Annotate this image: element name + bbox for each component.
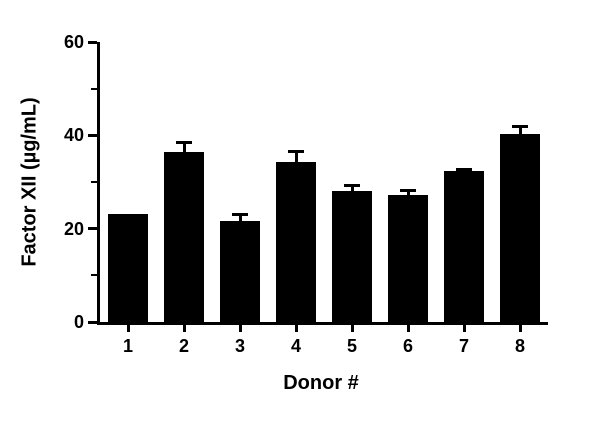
y-minor-tick <box>91 274 97 277</box>
y-tick-label: 0 <box>73 312 84 332</box>
x-category-label: 6 <box>402 336 413 356</box>
error-bar-cap <box>232 213 248 217</box>
x-axis-title: Donor # <box>283 372 359 394</box>
y-major-tick <box>88 133 97 137</box>
y-major-tick <box>88 227 97 231</box>
y-major-tick <box>88 40 97 44</box>
y-axis-title: Factor XII (µg/mL) <box>18 97 41 267</box>
error-bar-cap <box>400 189 416 192</box>
y-major-tick <box>88 320 97 324</box>
error-bar-line <box>350 184 354 198</box>
bar-donor-5 <box>332 191 372 322</box>
error-bar-line <box>238 213 242 227</box>
x-tick <box>126 325 130 332</box>
x-tick <box>406 325 410 332</box>
error-bar-cap <box>456 167 472 171</box>
x-category-label: 3 <box>234 336 245 356</box>
bar-donor-2 <box>164 151 204 322</box>
x-tick <box>462 325 466 332</box>
x-tick <box>294 325 298 332</box>
y-minor-tick <box>91 181 97 183</box>
error-bar-cap <box>176 141 192 145</box>
bar-donor-6 <box>388 194 428 322</box>
x-tick <box>350 325 354 332</box>
x-tick <box>182 325 186 332</box>
x-category-label: 8 <box>514 336 525 356</box>
y-tick-label: 20 <box>63 218 84 239</box>
x-category-label: 7 <box>458 336 469 356</box>
x-tick <box>518 325 522 332</box>
y-tick-label: 60 <box>63 32 84 52</box>
bar-donor-4 <box>276 162 316 322</box>
error-bar-cap <box>288 150 304 154</box>
bar-donor-1 <box>108 213 148 322</box>
error-bar-cap <box>512 125 528 129</box>
x-category-label: 4 <box>290 336 301 356</box>
x-category-label: 1 <box>122 336 133 356</box>
bar-donor-3 <box>220 220 260 322</box>
x-category-label: 5 <box>346 336 357 356</box>
x-category-label: 2 <box>178 336 189 356</box>
error-bar-line <box>182 141 186 158</box>
error-bar-line <box>518 125 522 141</box>
y-tick-label: 40 <box>63 125 84 146</box>
y-minor-tick <box>91 87 97 90</box>
plot-area <box>97 42 548 325</box>
bar-donor-7 <box>444 170 484 322</box>
bar-donor-8 <box>500 134 540 322</box>
error-bar-line <box>294 150 298 169</box>
error-bar-cap <box>344 184 360 188</box>
x-tick <box>238 325 242 332</box>
